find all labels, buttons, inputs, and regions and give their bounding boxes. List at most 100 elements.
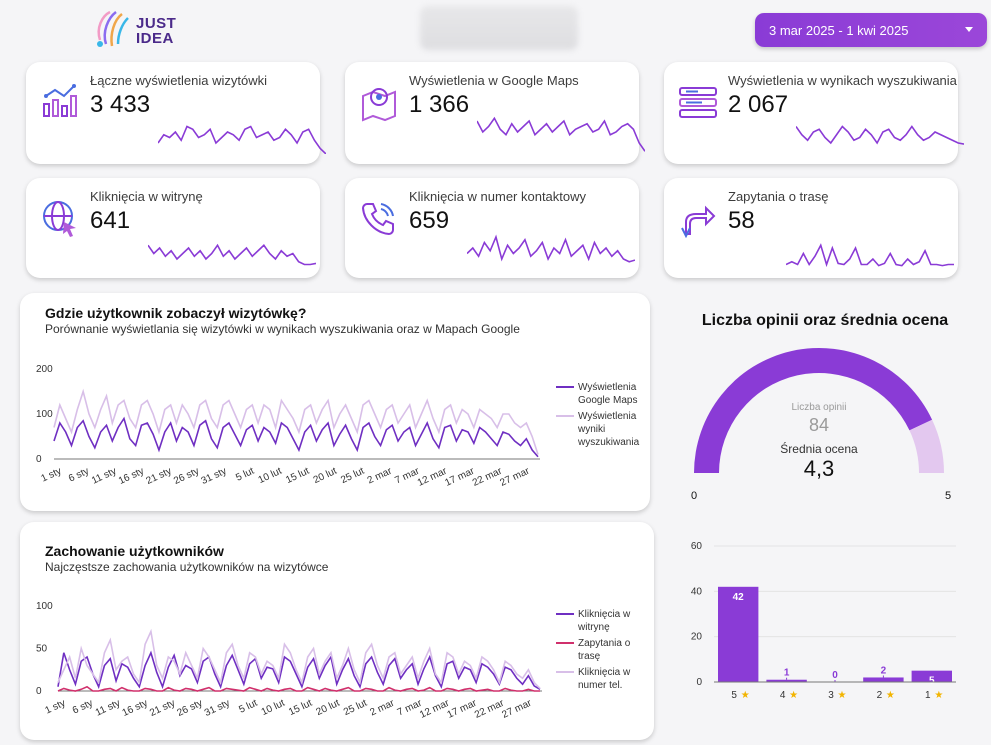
series-line (57, 685, 540, 692)
kpi-label: Wyświetlenia w Google Maps (409, 73, 579, 88)
kpi-value: 1 366 (409, 91, 470, 118)
legend-label: Kliknięcia w numer tel. (578, 667, 631, 691)
x-tick-label: 26 sty (175, 698, 204, 719)
legend-google-maps[interactable]: Wyświetlenia Google Maps (556, 381, 650, 407)
gauge-min-label: 0 (691, 490, 697, 502)
bar-value-label: 5 (929, 676, 935, 687)
x-tick-label: 2 mar (368, 697, 396, 718)
rating-bar (766, 679, 807, 682)
y-tick-label: 0 (36, 686, 42, 697)
kpi-label: Zapytania o trasę (728, 189, 829, 204)
x-tick-label: 27 mar (498, 465, 531, 488)
kpi-value: 659 (409, 207, 450, 234)
date-range-picker[interactable]: 3 mar 2025 - 1 kwi 2025 (755, 13, 987, 47)
views-chart-title: Gdzie użytkownik zobaczył wizytówkę? (45, 305, 307, 321)
legend-label: Wyświetlenia wyniki wyszukiwania (578, 411, 640, 448)
kpi-sparkline (467, 234, 635, 263)
x-tick-label: 20 lut (315, 698, 342, 718)
x-tick-label: 27 mar (500, 697, 533, 720)
kpi-sparkline (158, 125, 326, 154)
rating-bar (911, 670, 952, 682)
x-tick-label: 31 sty (203, 698, 232, 719)
star-icon: ★ (886, 690, 895, 701)
kpi-value: 641 (90, 207, 131, 234)
x-category-label: 3 (828, 690, 834, 701)
average-rating-label: Średnia ocena (780, 441, 858, 456)
legend-search-results[interactable]: Wyświetlenia wyniki wyszukiwania (556, 410, 650, 449)
views-chart-card: Gdzie użytkownik zobaczył wizytówkę? Por… (20, 293, 650, 511)
blurred-client-name (420, 6, 578, 50)
legend-website-clicks[interactable]: Kliknięcia w witrynę (556, 608, 652, 634)
y-tick-label: 40 (691, 586, 703, 597)
kpi-label: Kliknięcia w numer kontaktowy (409, 189, 587, 204)
x-tick-label: 20 lut (312, 466, 339, 486)
x-tick-label: 16 sty (117, 466, 146, 487)
kpi-sparkline (786, 243, 954, 268)
x-category-label: 2 (877, 690, 883, 701)
x-category-label: 1 (925, 690, 931, 701)
gauge-max-label: 5 (945, 490, 951, 502)
just-idea-logo[interactable]: JUST IDEA (92, 6, 182, 52)
list-results-icon (679, 87, 717, 118)
sparkline-path (786, 243, 954, 268)
series-line (57, 650, 541, 690)
kpi-card[interactable]: Kliknięcia w numer kontaktowy 659 (345, 178, 639, 278)
x-tick-label: 1 sty (39, 466, 63, 485)
y-tick-label: 60 (691, 541, 703, 552)
series-line (53, 416, 539, 458)
sparkline-path (796, 125, 964, 145)
x-tick-label: 22 mar (471, 465, 504, 488)
logo-text-line1: JUST (136, 15, 177, 32)
behavior-chart-subtitle: Najczęstsze zachowania użytkowników na w… (45, 560, 329, 574)
legend-route-requests[interactable]: Zapytania o trasę (556, 637, 652, 663)
bar-value-label: 2 (881, 665, 887, 676)
x-tick-label: 26 sty (172, 466, 201, 487)
bar-value-label: 1 (784, 668, 790, 679)
kpi-card[interactable]: Wyświetlenia w Google Maps 1 366 (345, 62, 645, 164)
x-tick-label: 6 sty (71, 698, 95, 717)
legend-swatch (556, 642, 574, 644)
x-tick-label: 31 sty (200, 466, 229, 487)
kpi-card[interactable]: Kliknięcia w witrynę 641 (26, 178, 320, 278)
x-tick-label: 15 lut (287, 698, 314, 718)
kpi-card[interactable]: Łączne wyświetlenia wizytówki 3 433 (26, 62, 326, 164)
gauge-remaining-arc (909, 419, 944, 473)
sparkline-path (158, 125, 326, 154)
x-tick-label: 12 mar (416, 465, 449, 488)
x-tick-label: 16 sty (121, 698, 150, 719)
x-tick-label: 11 sty (94, 698, 122, 719)
kpi-label: Wyświetlenia w wynikach wyszukiwania (728, 73, 957, 88)
legend-phone-clicks[interactable]: Kliknięcia w numer tel. (556, 666, 652, 692)
star-icon: ★ (838, 690, 847, 701)
y-tick-label: 200 (36, 364, 53, 375)
y-tick-label: 20 (691, 632, 703, 643)
y-tick-label: 100 (36, 409, 53, 420)
chevron-down-icon (965, 27, 973, 32)
legend-label: Kliknięcia w witrynę (578, 609, 631, 633)
kpi-label: Łączne wyświetlenia wizytówki (90, 73, 268, 88)
x-tick-label: 25 lut (339, 466, 366, 486)
star-icon: ★ (789, 690, 798, 701)
x-tick-label: 5 lut (237, 698, 259, 716)
kpi-value: 58 (728, 207, 755, 234)
bar-value-label: 0 (832, 670, 838, 681)
kpi-sparkline (477, 116, 645, 152)
y-tick-label: 0 (696, 677, 702, 688)
bar-line-chart-icon (43, 84, 77, 117)
gauge-value-arc (694, 348, 933, 473)
x-category-label: 4 (780, 690, 786, 701)
rating-bar (863, 677, 904, 682)
x-tick-label: 21 sty (145, 466, 174, 487)
x-tick-label: 12 mar (418, 697, 451, 720)
logo-mark-icon (97, 10, 129, 47)
kpi-value: 3 433 (90, 91, 151, 118)
x-tick-label: 15 lut (284, 466, 311, 486)
kpi-label: Kliknięcia w witrynę (90, 189, 203, 204)
sparkline-path (477, 116, 645, 152)
kpi-card[interactable]: Wyświetlenia w wynikach wyszukiwania 2 0… (664, 62, 964, 164)
kpi-card[interactable]: Zapytania o trasę 58 (664, 178, 958, 278)
